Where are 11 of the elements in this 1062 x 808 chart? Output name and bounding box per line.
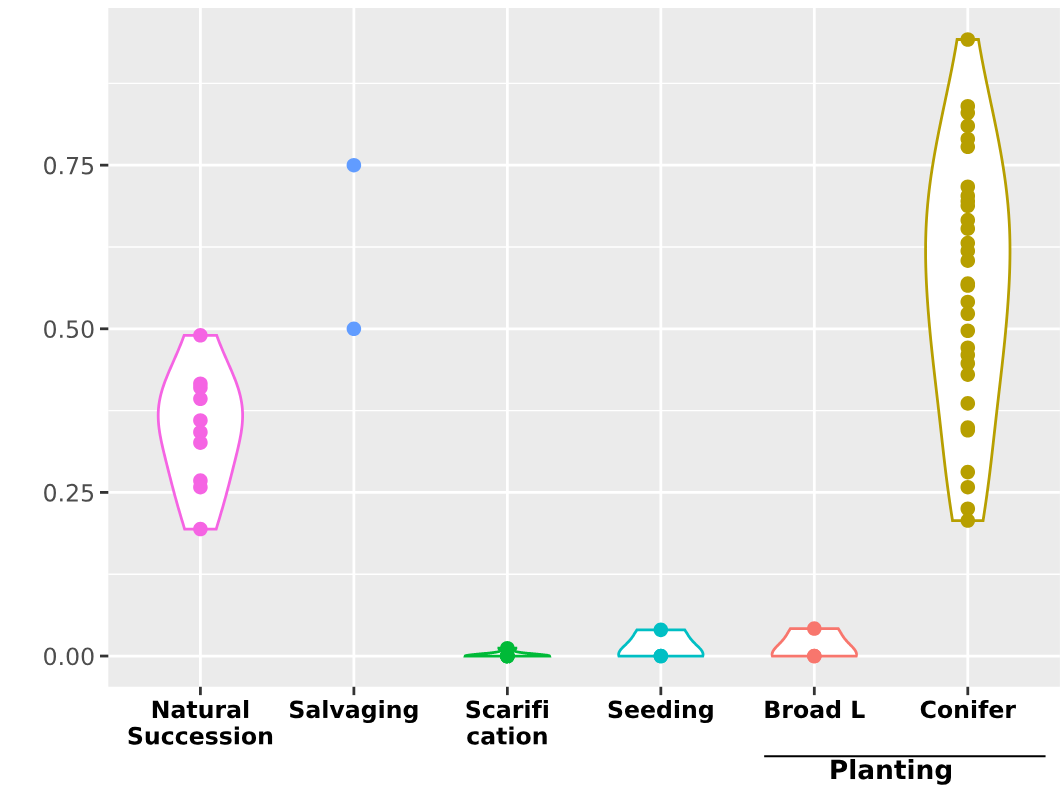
- x-tick-label: Seeding: [608, 699, 713, 724]
- y-tick-label: 0.75: [44, 156, 94, 175]
- x-tick-label: Broad L: [765, 699, 865, 719]
- y-tick-label: 0.50: [44, 320, 94, 339]
- x-tick-label: Natural Succession: [128, 699, 273, 745]
- y-tick-label: 0.25: [44, 483, 94, 502]
- y-tick-label: 0.00: [44, 647, 94, 666]
- x-tick-label: Conifer: [920, 699, 1016, 719]
- x-tick-label: Salvaging: [290, 699, 418, 724]
- x-tick-label: Scarifi cation: [466, 699, 548, 745]
- text: Planting: [831, 759, 951, 785]
